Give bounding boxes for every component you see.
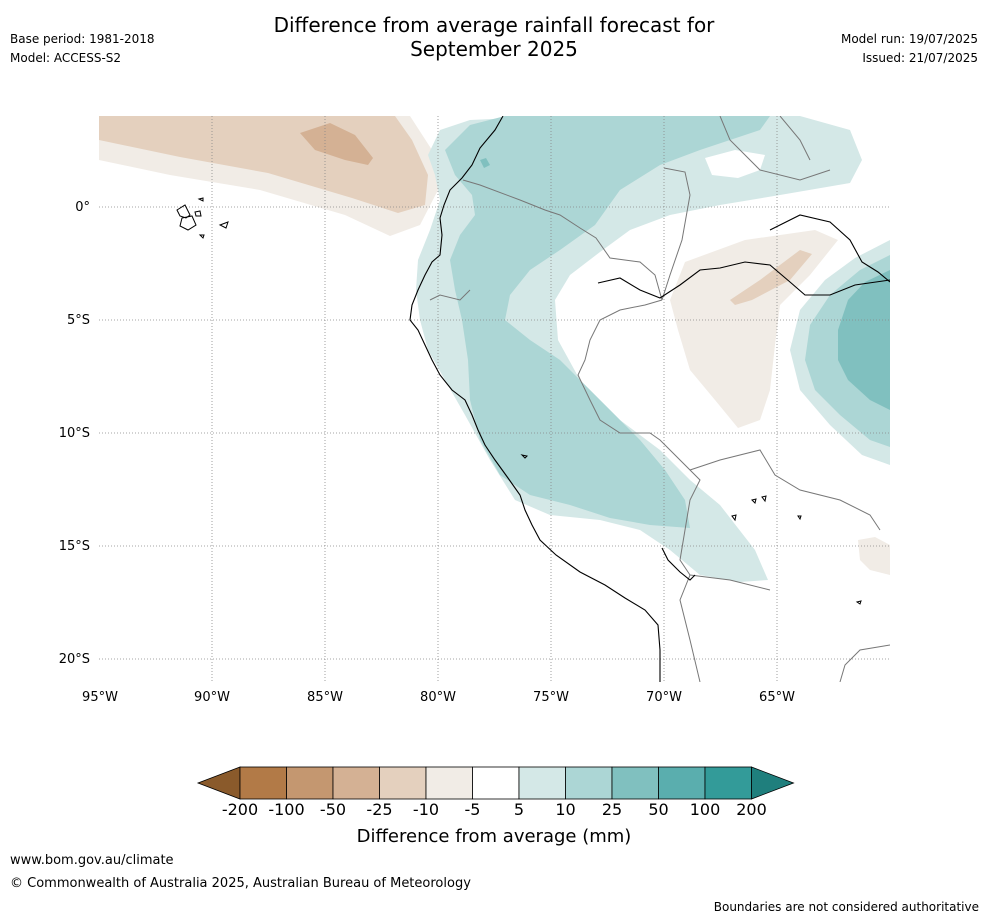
wet-anomaly-small [480, 158, 490, 168]
title-line-1: Difference from average rainfall forecas… [273, 13, 715, 37]
colorbar-swatch [239, 766, 287, 800]
colorbar-tick-label: 50 [648, 800, 669, 819]
colorbar-swatch [425, 766, 473, 800]
colorbar-swatch [286, 766, 334, 800]
lat-label: 10°S [59, 426, 90, 441]
lon-label: 65°W [759, 690, 795, 705]
colorbar-swatch [518, 766, 566, 800]
colorbar-tick-label: 100 [689, 800, 721, 819]
colorbar-extend-low [196, 766, 241, 800]
colorbar-tick-label: 5 [513, 800, 525, 819]
lat-label: 15°S [59, 539, 90, 554]
gridlines [99, 116, 890, 682]
coastline [409, 116, 890, 682]
lon-label: 90°W [194, 690, 230, 705]
colorbar-swatch [332, 766, 380, 800]
colorbar-tick-label: -200 [221, 800, 259, 819]
colorbar-swatch [611, 766, 659, 800]
map-area [99, 116, 890, 682]
dry-patch-coast [705, 150, 765, 178]
colorbar-tick-label: 25 [601, 800, 623, 819]
country-borders [429, 116, 890, 682]
lat-label: 20°S [59, 652, 90, 667]
base-period-text: Base period: 1981-2018 [10, 32, 155, 46]
lon-label: 80°W [420, 690, 456, 705]
galapagos-islands [176, 197, 229, 239]
bom-url-link[interactable]: www.bom.gov.au/climate [10, 853, 174, 868]
dry-anomaly-inland [670, 230, 838, 428]
colorbar-tick-label: -100 [268, 800, 305, 819]
dry-anomaly-inland-core [730, 250, 812, 305]
colorbar-swatch [704, 766, 752, 800]
axis-labels: 0° 5°S 10°S 15°S 20°S 95°W 90°W 85°W 80°… [59, 200, 795, 705]
issued-text: Issued: 21/07/2025 [862, 51, 978, 65]
wet-anomaly-medium [445, 116, 770, 528]
lat-label: 0° [75, 200, 90, 215]
model-run-text: Model run: 19/07/2025 [840, 32, 978, 46]
page-title: Difference from average rainfall forecas… [0, 13, 988, 61]
colorbar-swatch [379, 766, 427, 800]
colorbar-tick-label: 200 [736, 800, 767, 819]
lon-label: 95°W [82, 690, 118, 705]
colorbar-extend-high [751, 766, 795, 800]
colorbar-tick-label: -5 [464, 800, 481, 819]
colorbar-swatch [565, 766, 613, 800]
dry-anomaly-south [858, 537, 890, 575]
lon-label: 85°W [307, 690, 343, 705]
colorbar-tick-label: -10 [412, 800, 440, 819]
colorbar-tick-label: -25 [366, 800, 393, 819]
colorbar [196, 766, 795, 800]
lakes [520, 454, 862, 605]
colorbar-swatch [472, 766, 520, 800]
model-text: Model: ACCESS-S2 [10, 51, 122, 65]
colorbar-tick-label: 10 [555, 800, 576, 819]
dry-anomaly-ocean-core [300, 123, 373, 165]
lon-label: 70°W [646, 690, 682, 705]
wet-anomaly-east-core [838, 270, 890, 410]
disclaimer-text: Boundaries are not considered authoritat… [713, 900, 979, 914]
colorbar-tick-label: -50 [319, 800, 347, 819]
lat-label: 5°S [67, 313, 90, 328]
colorbar-swatch [658, 766, 706, 800]
copyright-text: © Commonwealth of Australia 2025, Austra… [10, 876, 471, 891]
title-line-2: September 2025 [410, 37, 578, 61]
lon-label: 75°W [533, 690, 569, 705]
colorbar-title: Difference from average (mm) [356, 826, 632, 847]
